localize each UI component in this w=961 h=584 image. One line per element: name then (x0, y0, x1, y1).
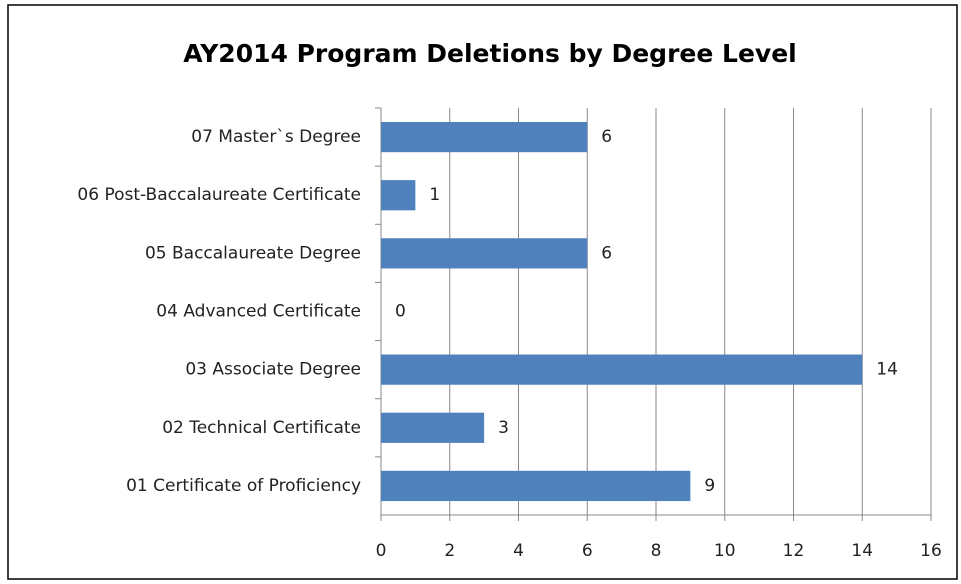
bar (381, 354, 863, 385)
x-tick-label: 8 (651, 541, 662, 561)
chart-title: AY2014 Program Deletions by Degree Level (183, 39, 796, 68)
data-label: 6 (601, 243, 612, 263)
data-label: 3 (498, 418, 509, 438)
bar (381, 121, 588, 153)
bar (381, 238, 588, 269)
x-tick-label: 16 (920, 541, 942, 561)
y-tick-label: 04 Advanced Certificate (156, 302, 361, 322)
x-tick-label: 4 (513, 541, 524, 561)
y-tick-label: 03 Associate Degree (185, 360, 361, 380)
y-tick-label: 01 Certificate of Proficiency (126, 476, 361, 496)
x-tick-label: 2 (444, 541, 455, 561)
bar (381, 180, 416, 211)
bar (381, 470, 691, 502)
x-tick-label: 14 (851, 541, 873, 561)
data-label: 6 (601, 127, 612, 147)
y-tick-label: 07 Master`s Degree (191, 127, 361, 147)
data-label: 14 (876, 360, 898, 380)
x-tick-label: 10 (714, 541, 736, 561)
x-tick-label: 6 (582, 541, 593, 561)
bar (381, 412, 485, 443)
data-label: 0 (395, 302, 406, 322)
x-tick-label: 12 (783, 541, 805, 561)
data-label: 1 (429, 185, 440, 205)
y-tick-label: 05 Baccalaureate Degree (145, 243, 361, 263)
x-tick-label: 0 (376, 541, 387, 561)
y-tick-label: 02 Technical Certificate (162, 418, 361, 438)
data-label: 9 (704, 476, 715, 496)
y-tick-label: 06 Post-Baccalaureate Certificate (77, 185, 361, 205)
